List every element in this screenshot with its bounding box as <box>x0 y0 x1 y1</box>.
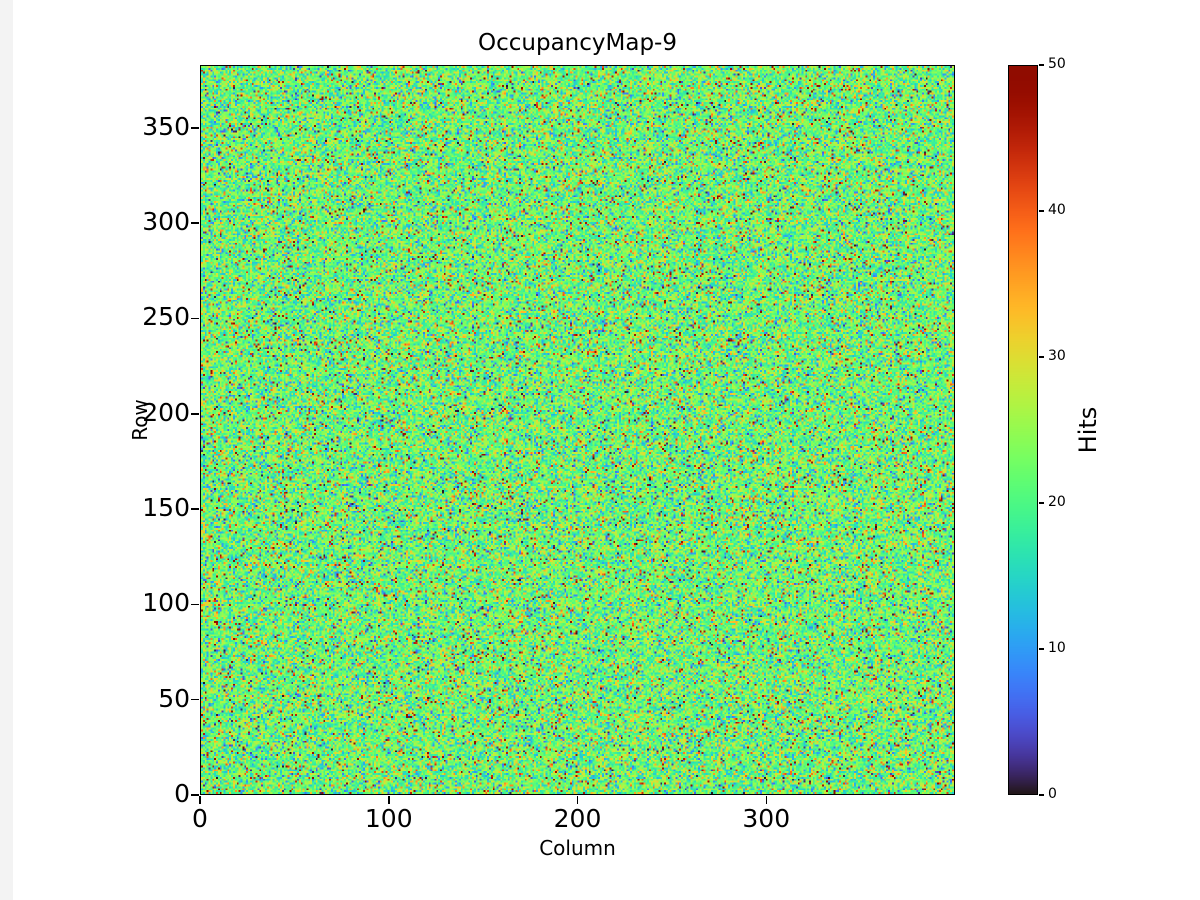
colorbar-tick-mark <box>1039 502 1044 504</box>
y-tick-mark <box>191 413 199 415</box>
y-tick-mark <box>191 698 199 701</box>
y-tick-label: 0 <box>174 779 190 808</box>
colorbar-tick-label: 10 <box>1048 640 1066 656</box>
y-tick-label: 350 <box>142 111 190 141</box>
colorbar-tick-label: 30 <box>1048 348 1066 364</box>
plot-area <box>200 65 955 795</box>
y-tick-mark <box>191 603 199 606</box>
colorbar-tick-label: 40 <box>1048 202 1066 218</box>
colorbar-gradient <box>1009 66 1037 794</box>
colorbar-tick-mark <box>1039 794 1044 796</box>
x-axis-label: Column <box>539 836 616 860</box>
x-tick-mark <box>765 796 767 804</box>
x-tick-mark <box>576 796 579 804</box>
x-tick-label: 100 <box>364 804 413 833</box>
heatmap-canvas <box>201 66 954 794</box>
y-tick-mark <box>191 508 199 510</box>
y-tick-label: 200 <box>142 397 190 427</box>
colorbar-tick-label: 0 <box>1048 786 1057 802</box>
y-tick-mark <box>191 794 199 796</box>
colorbar-tick-mark <box>1039 210 1044 212</box>
y-tick-mark <box>191 127 199 129</box>
x-tick-label: 200 <box>553 804 602 833</box>
x-tick-label: 0 <box>192 804 208 833</box>
y-tick-label: 300 <box>142 207 190 237</box>
colorbar-tick-mark <box>1039 356 1044 358</box>
x-tick-mark <box>199 796 201 804</box>
left-gutter <box>0 0 13 900</box>
y-tick-label: 100 <box>142 588 190 618</box>
x-tick-mark <box>388 796 390 804</box>
colorbar-tick-mark <box>1039 648 1044 650</box>
y-tick-label: 50 <box>158 683 190 713</box>
y-tick-mark <box>191 317 199 320</box>
colorbar-tick-mark <box>1039 64 1044 66</box>
colorbar-label: Hits <box>1074 406 1102 454</box>
colorbar-tick-label: 20 <box>1048 494 1066 510</box>
y-tick-mark <box>191 222 199 224</box>
x-tick-label: 300 <box>742 804 791 833</box>
colorbar-tick-label: 50 <box>1048 56 1066 72</box>
y-tick-label: 150 <box>142 493 190 523</box>
chart-title: OccupancyMap-9 <box>478 30 677 56</box>
y-tick-label: 250 <box>142 302 190 332</box>
colorbar <box>1008 65 1038 795</box>
